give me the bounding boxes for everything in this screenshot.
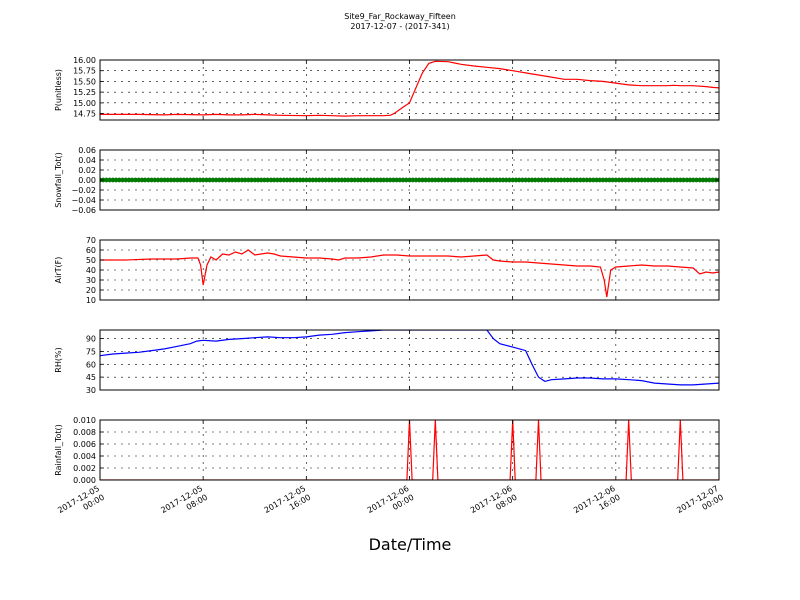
panel-4: 30 45 60 75 90 RH(%) (54, 329, 720, 395)
y-tick-label: 30 (86, 386, 96, 395)
y-tick-label: 75 (86, 347, 96, 356)
x-tick-label: 2017-12-0616:00 (572, 484, 622, 524)
y-tick-label: 45 (86, 373, 96, 382)
y-tick-label: 70 (86, 236, 96, 245)
x-tick-label: 2017-12-0516:00 (263, 484, 313, 524)
series-1 (100, 60, 719, 117)
y-tick-label: 60 (86, 246, 96, 255)
y-tick-label: −0.04 (71, 196, 96, 205)
y-tick-label: −0.02 (71, 186, 96, 195)
x-tick-labels: 2017-12-0500:00 2017-12-0508:00 2017-12-05… (56, 484, 725, 524)
series-line (100, 60, 719, 117)
y-axis-label: Snowfall_Tot() (54, 152, 63, 208)
y-tick-label: 20 (86, 286, 96, 295)
y-tick-label: 0.04 (78, 156, 96, 165)
panel-5: 0.000 0.002 0.004 0.006 0.008 0.010 Rainfall_T… (54, 416, 720, 485)
x-tick-label: 2017-12-0700:00 (675, 484, 725, 524)
series-2 (100, 177, 719, 183)
x-tick-label: 2017-12-0508:00 (159, 484, 209, 524)
y-tick-label: 0.008 (73, 428, 96, 437)
y-tick-label: 0.06 (78, 146, 96, 155)
y-tick-label: 15.75 (73, 67, 96, 76)
series-line (100, 330, 719, 386)
x-tick-label: 2017-12-0608:00 (469, 484, 519, 524)
y-axis-label: AirT(F) (54, 257, 63, 284)
y-tick-label: 0.004 (73, 452, 96, 461)
series-4 (100, 330, 719, 386)
y-tick-label: 90 (86, 335, 96, 344)
series-line (100, 249, 719, 298)
y-tick-label: 0.002 (73, 464, 96, 473)
chart-subtitle: 2017-12-07 - (2017-341) (350, 22, 449, 31)
x-tick-label: 2017-12-0500:00 (56, 484, 106, 524)
series-3 (100, 249, 719, 298)
y-axis-label: RH(%) (54, 347, 63, 372)
y-axis-label: Rainfall_Tot() (54, 424, 63, 476)
y-tick-label: 40 (86, 266, 96, 275)
panel-2: −0.06−0.04−0.020.000.020.040.06 Snowfall_… (54, 146, 720, 215)
y-tick-label: 10 (86, 296, 96, 305)
y-tick-label: 0.02 (78, 166, 96, 175)
y-tick-label: 14.75 (73, 110, 96, 119)
y-tick-label: 60 (86, 360, 96, 369)
y-tick-label: 0.010 (73, 416, 96, 425)
y-tick-label: 15.25 (73, 88, 96, 97)
y-tick-label: 0.00 (78, 176, 96, 185)
y-tick-label: 15.00 (73, 99, 96, 108)
y-tick-label: 0.000 (73, 476, 96, 485)
y-tick-label: 50 (86, 256, 96, 265)
y-tick-label: −0.06 (71, 206, 96, 215)
y-tick-label: 30 (86, 276, 96, 285)
chart-title: Site9_Far_Rockaway_Fifteen (344, 12, 456, 21)
y-axis-label: P(unitless) (54, 69, 63, 111)
y-tick-label: 16.00 (73, 56, 96, 65)
y-tick-label: 0.006 (73, 440, 96, 449)
x-axis-label: Date/Time (369, 535, 452, 554)
x-tick-label: 2017-12-0600:00 (366, 484, 416, 524)
y-tick-label: 15.50 (73, 77, 96, 86)
